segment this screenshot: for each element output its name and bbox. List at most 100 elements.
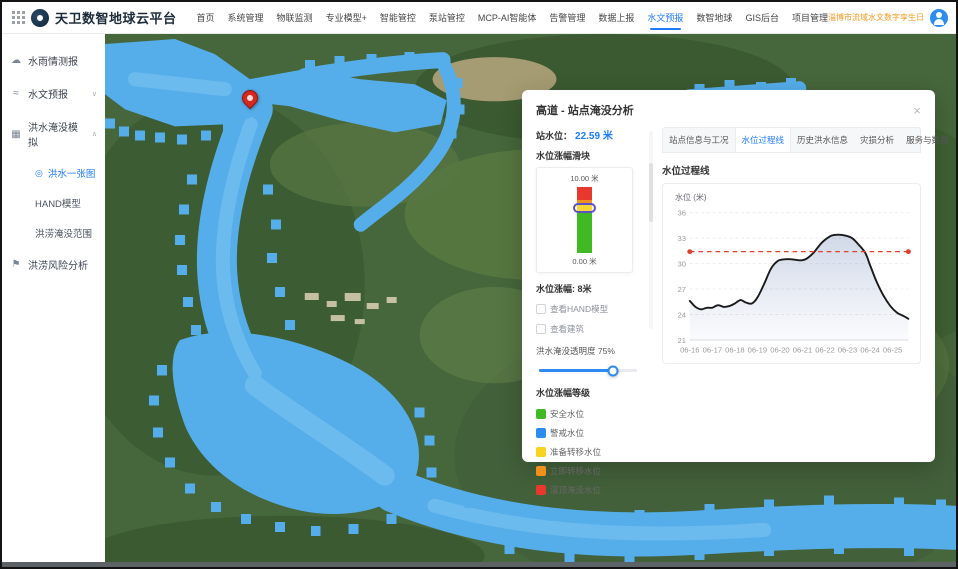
layer-checkbox-0[interactable]: 查看HAND模型 (536, 303, 640, 315)
sidebar-subitem-2-2[interactable]: 洪涝淹没范围 (2, 218, 105, 248)
nav-item-7[interactable]: 告警管理 (549, 13, 586, 23)
user-avatar-icon[interactable] (929, 8, 948, 27)
sidebar-item-2[interactable]: ▦ 洪水淹没模拟 ∧ (2, 110, 105, 158)
legend-title: 水位涨幅等级 (536, 388, 591, 398)
chart-canvas: 21 24 27 30 33 36 06-16 06-17 06-18 06-19 06-20 06-… (678, 208, 911, 354)
water-rise-gauge: 10.00 米 0.00 米 (536, 167, 633, 273)
sidebar: ☁ 水雨情测报 ≈ 水文预报 ∨ ▦ 洪水淹没模拟 ∧ ◎ 洪水一张图 HAND模型 洪涝淹没范围 ⚑ 洪… (2, 34, 105, 567)
legend-swatch (536, 447, 546, 457)
svg-text:06-17: 06-17 (703, 345, 722, 354)
legend-item-0: 安全水位 (536, 408, 584, 420)
panel-tab-3[interactable]: 灾损分析 (860, 135, 895, 145)
sidebar-subitem-label: 洪水一张图 (47, 169, 96, 180)
nav-item-2[interactable]: 物联监测 (276, 13, 313, 23)
legend-item-3: 立即转移水位 (536, 465, 601, 477)
chevron-down-icon: ∨ (91, 90, 97, 98)
sidebar-item-label: 洪涝风险分析 (28, 261, 88, 272)
legend-swatch (536, 466, 546, 476)
apps-grid-icon[interactable] (12, 11, 25, 24)
sidebar-subitem-2-1[interactable]: HAND模型 (2, 188, 105, 218)
panel-left-column: 站水位： 22.59 米 水位涨幅滑块 10.00 米 0.00 米 水位涨幅: … (536, 127, 640, 495)
sidebar-item-1[interactable]: ≈ 水文预报 ∨ (2, 77, 105, 110)
legend-label: 安全水位 (550, 409, 585, 419)
nav-item-1[interactable]: 系统管理 (227, 13, 264, 23)
checkbox-icon[interactable] (536, 304, 546, 314)
nav-item-12[interactable]: 项目管理 (791, 13, 828, 23)
slider-handle[interactable] (607, 365, 618, 376)
checkbox-icon[interactable] (536, 324, 546, 334)
svg-text:36: 36 (678, 208, 686, 217)
legend-label: 警戒水位 (550, 428, 585, 438)
gauge-max-label: 10.00 米 (570, 174, 599, 183)
legend-item-1: 警戒水位 (536, 427, 584, 439)
nav-item-11[interactable]: GIS后台 (745, 13, 779, 23)
sidebar-item-3[interactable]: ⚑ 洪涝风险分析 (2, 248, 105, 281)
cloud-rain-icon: ☁ (11, 55, 21, 66)
legend-swatch (536, 428, 546, 438)
nav-item-5[interactable]: 泵站管控 (428, 13, 465, 23)
gauge-bar[interactable] (573, 187, 596, 253)
legend-label: 漫顶淹没水位 (550, 485, 602, 495)
svg-text:06-16: 06-16 (680, 345, 699, 354)
sidebar-item-0[interactable]: ☁ 水雨情测报 (2, 44, 105, 77)
panel-tab-2[interactable]: 历史洪水信息 (797, 135, 849, 145)
nav-item-4[interactable]: 智能管控 (379, 13, 416, 23)
water-level-legend: 安全水位警戒水位准备转移水位 立即转移水位 漫顶淹没水位 (536, 401, 640, 496)
opacity-slider[interactable] (539, 365, 637, 376)
panel-tab-1[interactable]: 水位过程线 (734, 128, 792, 152)
legend-item-2: 准备转移水位 (536, 446, 601, 458)
nav-item-8[interactable]: 数据上报 (598, 13, 635, 23)
panel-title: 高道 - 站点淹没分析 (536, 105, 634, 117)
legend-swatch (536, 485, 546, 495)
sidebar-subitem-label: 洪涝淹没范围 (35, 229, 93, 240)
bottom-border (2, 562, 956, 567)
nav-right: 淄博市流域水文数字孪生日 (827, 8, 948, 27)
top-nav: 天卫数智地球云平台 首页 系统管理 物联监测 专业模型+ 智能管控 泵站管控 MCP-AI智… (2, 2, 956, 34)
close-icon[interactable]: × (913, 102, 921, 118)
gauge-handle[interactable] (573, 202, 596, 213)
rise-value-label: 水位涨幅: 8米 (536, 284, 592, 294)
legend-label: 立即转移水位 (550, 466, 602, 476)
nav-item-10[interactable]: 数智地球 (696, 13, 733, 23)
nav-item-6[interactable]: MCP-AI智能体 (477, 13, 537, 23)
checkbox-label: 查看HAND模型 (550, 304, 609, 314)
svg-text:06-19: 06-19 (748, 345, 767, 354)
svg-text:27: 27 (678, 285, 686, 294)
opacity-label: 洪水淹没透明度 75% (536, 346, 615, 356)
risk-analysis-icon: ⚑ (11, 259, 21, 270)
svg-text:06-23: 06-23 (838, 345, 857, 354)
station-level-label: 站水位： (536, 131, 573, 141)
tenant-label: 淄博市流域水文数字孪生日 (827, 13, 924, 22)
nav-item-9[interactable]: 水文预报 (647, 2, 683, 35)
water-level-chart: 水位 (米) 21 24 27 30 33 36 06-16 06-17 06-18 06-19 0… (662, 183, 921, 364)
brand-logo-icon (31, 8, 49, 27)
station-level-value: 22.59 米 (575, 131, 613, 142)
legend-label: 准备转移水位 (550, 447, 602, 457)
flood-map-icon: ◎ (35, 167, 43, 178)
brand-title: 天卫数智地球云平台 (55, 11, 177, 26)
layer-checkboxes: 查看HAND模型查看建筑 (536, 303, 640, 335)
panel-right-column: 站点信息与工况 水位过程线 历史洪水信息 灾损分析 服务与数据 水位过程线 水位 (米)… (662, 127, 949, 447)
svg-text:06-20: 06-20 (770, 345, 789, 354)
panel-tabs: 站点信息与工况 水位过程线 历史洪水信息 灾损分析 服务与数据 (662, 127, 949, 153)
hydrology-icon: ≈ (13, 88, 19, 99)
main-nav: 首页 系统管理 物联监测 专业模型+ 智能管控 泵站管控 MCP-AI智能体 告警管理 数据上报… (196, 2, 828, 35)
legend-swatch (536, 409, 546, 419)
svg-text:06-21: 06-21 (793, 345, 812, 354)
panel-tab-0[interactable]: 站点信息与工况 (669, 135, 729, 145)
map-area[interactable]: 高道 - 站点淹没分析 × 站水位： 22.59 米 水位涨幅滑块 10.00 米… (105, 34, 956, 567)
sidebar-subitem-2-0[interactable]: ◎ 洪水一张图 (2, 158, 105, 188)
nav-item-0[interactable]: 首页 (196, 13, 215, 23)
sidebar-item-label: 洪水淹没模拟 (28, 123, 78, 149)
nav-item-3[interactable]: 专业模型+ (325, 13, 367, 23)
layer-checkbox-1[interactable]: 查看建筑 (536, 323, 640, 335)
svg-text:21: 21 (678, 336, 686, 345)
sidebar-item-label: 水雨情测报 (28, 57, 78, 68)
svg-text:24: 24 (678, 310, 686, 319)
panel-scrollbar[interactable] (649, 131, 653, 330)
panel-header: 高道 - 站点淹没分析 × (536, 102, 921, 118)
brand: 天卫数智地球云平台 (12, 8, 177, 27)
flood-sim-icon: ▦ (11, 128, 21, 140)
panel-tab-4[interactable]: 服务与数据 (906, 135, 949, 145)
